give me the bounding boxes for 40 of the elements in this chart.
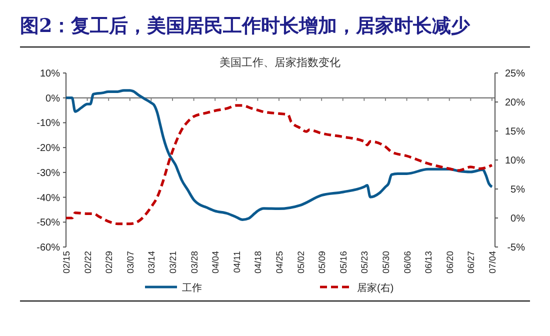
y-tick-label: 10% bbox=[40, 68, 60, 80]
x-tick-label: 04/04 bbox=[210, 251, 221, 274]
x-tick-label: 05/23 bbox=[360, 251, 370, 274]
x-tick-label: 05/16 bbox=[338, 251, 348, 274]
x-tick-label: 05/30 bbox=[380, 251, 391, 274]
x-tick-label: 02/15 bbox=[62, 251, 72, 274]
y2-tick-label: 25% bbox=[504, 68, 526, 80]
chart-title: 图2：复工后，美国居民工作时长增加，居家时长减少 bbox=[20, 15, 472, 37]
y2-tick-label: 5% bbox=[510, 184, 526, 196]
x-tick-label: 04/18 bbox=[253, 251, 264, 274]
x-tick-label: 06/20 bbox=[444, 251, 455, 274]
x-tick-label: 06/13 bbox=[424, 251, 434, 274]
y-tick-label: -10% bbox=[36, 118, 60, 130]
x-tick-label: 06/27 bbox=[466, 251, 476, 274]
x-tick-label: 04/25 bbox=[274, 251, 284, 274]
x-tick-label: 03/21 bbox=[168, 251, 178, 274]
x-tick-label: 04/11 bbox=[232, 251, 242, 273]
y2-tick-label: 15% bbox=[504, 126, 526, 138]
x-tick-label: 07/04 bbox=[487, 251, 498, 274]
x-tick-label: 03/28 bbox=[189, 251, 200, 274]
x-tick-label: 02/29 bbox=[104, 251, 114, 274]
y-tick-label: -50% bbox=[36, 218, 60, 229]
y-tick-label: -60% bbox=[36, 242, 60, 254]
x-tick-label: 06/06 bbox=[402, 251, 412, 274]
y2-tick-label: 20% bbox=[504, 98, 526, 108]
x-tick-label: 05/09 bbox=[317, 251, 328, 274]
x-tick-label: 03/14 bbox=[146, 251, 157, 274]
y2-tick-label: -5% bbox=[507, 242, 526, 254]
x-tick-label: 03/07 bbox=[125, 251, 136, 274]
y-tick-label: 0% bbox=[46, 93, 60, 104]
chart-subtitle: 美国工作、居家指数变化 bbox=[220, 56, 340, 69]
x-tick-label: 02/22 bbox=[82, 251, 93, 274]
y2-tick-label: 0% bbox=[510, 214, 526, 224]
x-tick-label: 05/02 bbox=[296, 251, 306, 274]
y-tick-label: -30% bbox=[36, 168, 60, 179]
legend-label: 居家(右) bbox=[357, 282, 394, 294]
y2-tick-label: 10% bbox=[504, 156, 526, 166]
legend-label: 工作 bbox=[182, 283, 202, 294]
y-tick-label: -20% bbox=[36, 143, 60, 154]
y-tick-label: -40% bbox=[36, 192, 60, 204]
